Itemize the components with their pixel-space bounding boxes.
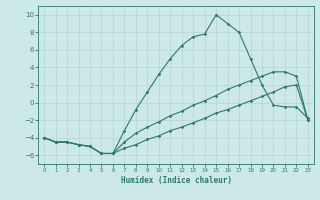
X-axis label: Humidex (Indice chaleur): Humidex (Indice chaleur) — [121, 176, 231, 185]
